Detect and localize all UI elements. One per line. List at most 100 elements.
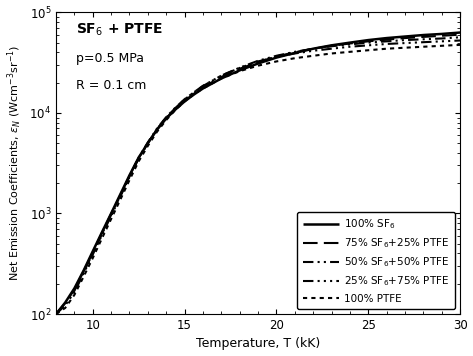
- 75% SF$_6$+25% PTFE: [117, 193, 123, 197]
- 100% SF$_6$: [127, 173, 132, 177]
- 25% SF$_6$+75% PTFE: [402, 41, 408, 45]
- 50% SF$_6$+50% PTFE: [347, 42, 353, 47]
- 75% SF$_6$+25% PTFE: [136, 156, 141, 160]
- 25% SF$_6$+75% PTFE: [191, 90, 197, 95]
- 100% SF$_6$: [200, 87, 206, 91]
- 100% PTFE: [163, 118, 169, 122]
- 100% SF$_6$: [154, 127, 160, 132]
- 75% SF$_6$+25% PTFE: [163, 116, 169, 120]
- 50% SF$_6$+50% PTFE: [62, 302, 68, 307]
- 25% SF$_6$+75% PTFE: [366, 43, 371, 47]
- 25% SF$_6$+75% PTFE: [310, 49, 316, 53]
- 25% SF$_6$+75% PTFE: [136, 156, 141, 161]
- 75% SF$_6$+25% PTFE: [191, 91, 197, 96]
- 100% PTFE: [255, 63, 261, 68]
- 100% PTFE: [310, 54, 316, 58]
- 100% SF$_6$: [62, 300, 68, 305]
- 50% SF$_6$+50% PTFE: [366, 41, 371, 45]
- 100% SF$_6$: [173, 108, 178, 112]
- 100% PTFE: [219, 76, 224, 80]
- 100% SF$_6$: [292, 51, 298, 55]
- 50% SF$_6$+50% PTFE: [384, 39, 389, 43]
- 50% SF$_6$+50% PTFE: [292, 50, 298, 54]
- 50% SF$_6$+50% PTFE: [191, 90, 197, 95]
- 100% SF$_6$: [53, 312, 59, 316]
- 100% PTFE: [457, 43, 463, 47]
- Line: 50% SF$_6$+50% PTFE: 50% SF$_6$+50% PTFE: [56, 37, 460, 314]
- 50% SF$_6$+50% PTFE: [163, 115, 169, 119]
- 25% SF$_6$+75% PTFE: [163, 115, 169, 120]
- 50% SF$_6$+50% PTFE: [255, 59, 261, 63]
- 100% SF$_6$: [366, 38, 371, 42]
- 75% SF$_6$+25% PTFE: [108, 212, 114, 216]
- 25% SF$_6$+75% PTFE: [384, 42, 389, 46]
- 100% SF$_6$: [347, 41, 353, 45]
- 100% SF$_6$: [90, 249, 96, 253]
- 50% SF$_6$+50% PTFE: [200, 84, 206, 88]
- 75% SF$_6$+25% PTFE: [53, 312, 59, 316]
- Line: 75% SF$_6$+25% PTFE: 75% SF$_6$+25% PTFE: [56, 35, 460, 314]
- 50% SF$_6$+50% PTFE: [402, 38, 408, 42]
- 25% SF$_6$+75% PTFE: [237, 66, 243, 70]
- 100% SF$_6$: [136, 156, 141, 160]
- 100% PTFE: [145, 144, 151, 148]
- 75% SF$_6$+25% PTFE: [402, 36, 408, 40]
- 100% PTFE: [191, 92, 197, 96]
- 25% SF$_6$+75% PTFE: [292, 51, 298, 56]
- 25% SF$_6$+75% PTFE: [62, 303, 68, 308]
- 100% PTFE: [117, 198, 123, 202]
- 100% PTFE: [53, 312, 59, 316]
- 25% SF$_6$+75% PTFE: [90, 252, 96, 257]
- 50% SF$_6$+50% PTFE: [136, 156, 141, 160]
- 100% PTFE: [347, 50, 353, 54]
- 100% PTFE: [154, 130, 160, 134]
- Text: R = 0.1 cm: R = 0.1 cm: [76, 79, 147, 92]
- Line: 25% SF$_6$+75% PTFE: 25% SF$_6$+75% PTFE: [56, 41, 460, 314]
- 25% SF$_6$+75% PTFE: [219, 73, 224, 78]
- 25% SF$_6$+75% PTFE: [420, 40, 426, 44]
- 50% SF$_6$+50% PTFE: [439, 36, 445, 41]
- 75% SF$_6$+25% PTFE: [255, 60, 261, 64]
- 100% PTFE: [329, 51, 334, 56]
- 25% SF$_6$+75% PTFE: [182, 97, 187, 101]
- 75% SF$_6$+25% PTFE: [90, 250, 96, 255]
- Y-axis label: Net Emission Coefficients, $\varepsilon_N$ (Wcm$^{-3}$sr$^{-1}$): Net Emission Coefficients, $\varepsilon_…: [6, 45, 24, 281]
- 100% SF$_6$: [439, 32, 445, 36]
- 75% SF$_6$+25% PTFE: [200, 85, 206, 89]
- 100% PTFE: [108, 217, 114, 221]
- 100% PTFE: [90, 256, 96, 260]
- 25% SF$_6$+75% PTFE: [145, 141, 151, 145]
- 50% SF$_6$+50% PTFE: [99, 232, 105, 236]
- 100% SF$_6$: [182, 99, 187, 104]
- 100% SF$_6$: [117, 192, 123, 197]
- 50% SF$_6$+50% PTFE: [127, 174, 132, 178]
- 100% SF$_6$: [255, 61, 261, 66]
- 100% PTFE: [136, 159, 141, 163]
- 100% PTFE: [182, 99, 187, 104]
- 100% SF$_6$: [191, 93, 197, 97]
- 100% SF$_6$: [145, 141, 151, 145]
- 25% SF$_6$+75% PTFE: [81, 272, 87, 276]
- 100% PTFE: [99, 236, 105, 241]
- 100% PTFE: [81, 274, 87, 279]
- 75% SF$_6$+25% PTFE: [366, 39, 371, 43]
- 75% SF$_6$+25% PTFE: [347, 41, 353, 46]
- 25% SF$_6$+75% PTFE: [273, 55, 279, 59]
- 100% SF$_6$: [402, 35, 408, 39]
- 75% SF$_6$+25% PTFE: [127, 174, 132, 178]
- 100% SF$_6$: [81, 268, 87, 273]
- 25% SF$_6$+75% PTFE: [457, 38, 463, 43]
- 25% SF$_6$+75% PTFE: [71, 290, 77, 294]
- 75% SF$_6$+25% PTFE: [420, 35, 426, 39]
- 100% SF$_6$: [310, 47, 316, 51]
- 50% SF$_6$+50% PTFE: [145, 140, 151, 145]
- 100% SF$_6$: [457, 30, 463, 35]
- 25% SF$_6$+75% PTFE: [329, 47, 334, 51]
- 100% PTFE: [420, 44, 426, 49]
- 75% SF$_6$+25% PTFE: [62, 301, 68, 305]
- 50% SF$_6$+50% PTFE: [329, 44, 334, 48]
- 75% SF$_6$+25% PTFE: [182, 99, 187, 103]
- 25% SF$_6$+75% PTFE: [347, 44, 353, 49]
- 50% SF$_6$+50% PTFE: [420, 37, 426, 41]
- 75% SF$_6$+25% PTFE: [154, 127, 160, 131]
